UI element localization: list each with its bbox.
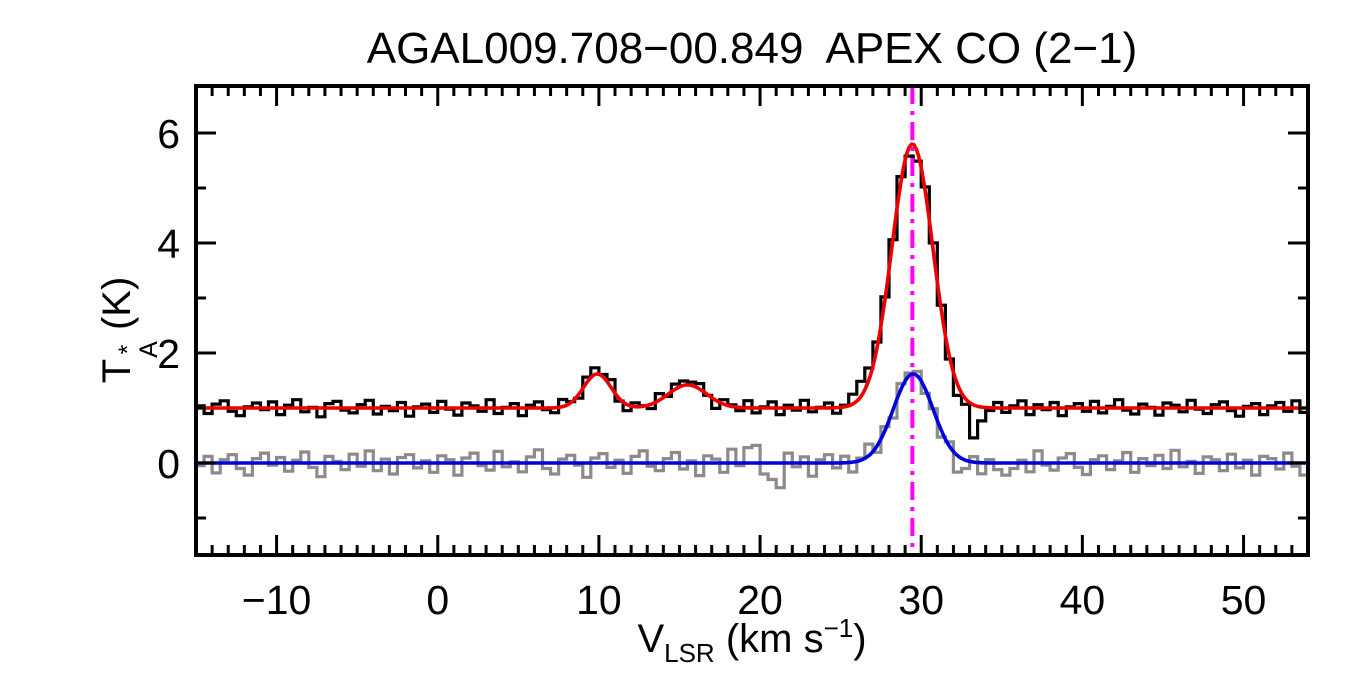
gaussian-fit-blue — [196, 372, 1308, 465]
x-axis-label-unit: (km s — [714, 617, 824, 661]
x-tick-label: −10 — [242, 577, 312, 623]
plot-frame — [194, 84, 1310, 557]
x-tick-label: 40 — [1060, 577, 1106, 623]
observed-spectrum-gray — [196, 369, 1308, 490]
y-tick-label: 6 — [157, 111, 180, 157]
y-axis-label-stack: * A — [114, 341, 163, 358]
observed-spectrum-black-offset-1K — [196, 154, 1308, 440]
y-tick-label: 0 — [157, 441, 180, 487]
x-tick-label: 10 — [576, 577, 622, 623]
y-axis-label-unit: (K) — [95, 276, 139, 342]
x-tick-label: 20 — [737, 577, 783, 623]
x-tick-label: 30 — [898, 577, 944, 623]
y-tick-label: 2 — [157, 331, 180, 377]
y-axis-label: T * A (K) — [95, 276, 163, 384]
plot-title: AGAL009.708−00.849 APEX CO (2−1) — [366, 24, 1138, 73]
x-tick-label: 50 — [1221, 577, 1267, 623]
y-axis-label-base: T — [95, 358, 139, 384]
x-axis-label-close: ) — [853, 617, 867, 661]
x-axis-label-superscript: −1 — [823, 613, 854, 643]
x-tick-label: 0 — [426, 577, 449, 623]
gaussian-fit-red-offset-1K — [196, 142, 1308, 410]
x-axis-label: VLSR (km s−1) — [196, 613, 1308, 668]
x-axis-label-base: V — [637, 617, 665, 661]
x-axis-label-subscript: LSR — [664, 638, 715, 668]
y-tick-label: 4 — [157, 221, 180, 267]
y-axis-label-subscript: A — [134, 341, 163, 358]
